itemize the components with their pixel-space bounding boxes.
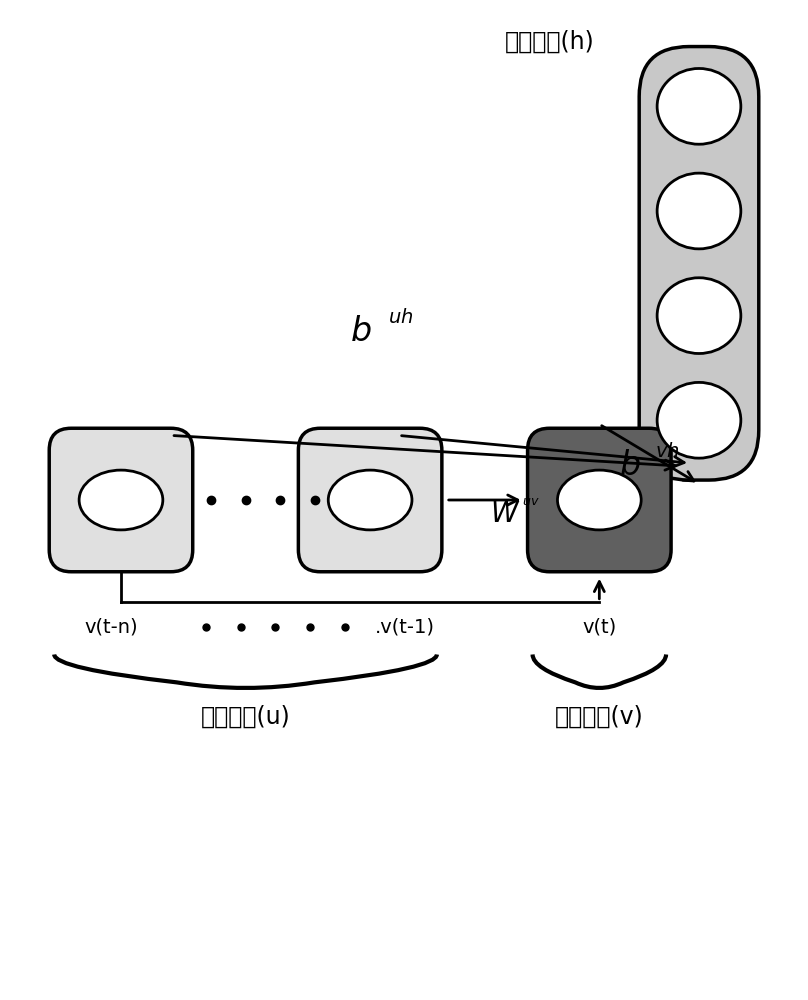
FancyBboxPatch shape <box>298 428 442 572</box>
Text: .v(t-1): .v(t-1) <box>375 617 435 636</box>
Text: v(t-n): v(t-n) <box>84 617 138 636</box>
Ellipse shape <box>328 470 412 530</box>
Text: 隐藏向量(h): 隐藏向量(h) <box>505 30 595 54</box>
FancyBboxPatch shape <box>639 47 759 480</box>
Text: $W$: $W$ <box>490 500 520 528</box>
Text: $b$: $b$ <box>619 449 641 482</box>
Text: $b$: $b$ <box>350 315 372 348</box>
FancyBboxPatch shape <box>528 428 671 572</box>
Text: 输入向量(u): 输入向量(u) <box>200 704 290 728</box>
Text: $vh$: $vh$ <box>655 442 680 461</box>
Ellipse shape <box>657 68 741 144</box>
Ellipse shape <box>79 470 163 530</box>
Text: $uh$: $uh$ <box>388 308 414 327</box>
Text: 输出向量(v): 输出向量(v) <box>555 704 644 728</box>
Text: v(t): v(t) <box>583 617 617 636</box>
FancyBboxPatch shape <box>49 428 193 572</box>
Ellipse shape <box>657 382 741 458</box>
Ellipse shape <box>558 470 642 530</box>
Ellipse shape <box>657 173 741 249</box>
Text: $^{uv}$: $^{uv}$ <box>522 496 540 514</box>
Ellipse shape <box>657 278 741 354</box>
